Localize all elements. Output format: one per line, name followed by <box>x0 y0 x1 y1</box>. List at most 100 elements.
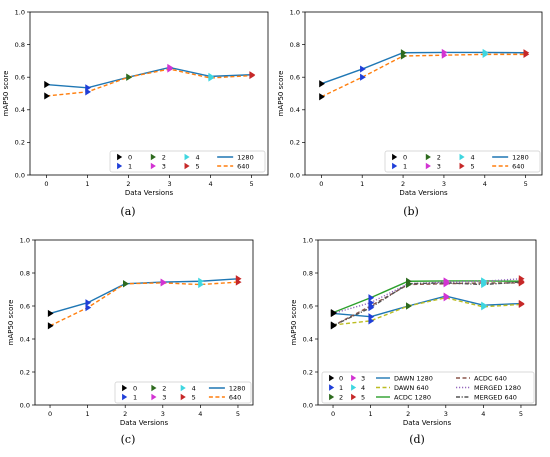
legend-label: 4 <box>192 384 196 392</box>
legend-box <box>114 381 252 404</box>
x-axis-label: Data Versions <box>125 189 174 197</box>
legend-marker-0 <box>122 384 128 392</box>
x-tick-label: 5 <box>524 180 528 188</box>
y-tick-label: 0.0 <box>303 401 313 409</box>
legend-label: 1 <box>403 162 407 170</box>
marker-version-4 <box>481 303 487 311</box>
marker-version-1 <box>85 299 92 307</box>
plot-area-frame <box>304 11 543 176</box>
y-tick-label: 0.8 <box>290 41 300 49</box>
legend-box <box>384 150 541 173</box>
y-tick-label: 0.2 <box>15 139 25 147</box>
y-tick-label: 0.6 <box>303 302 313 310</box>
marker-version-1 <box>85 304 92 312</box>
x-tick-label: 4 <box>198 410 202 418</box>
legend-label: 0 <box>133 384 137 392</box>
y-tick-label: 0.8 <box>15 41 25 49</box>
marker-version-1 <box>85 88 92 96</box>
legend-label: 1280 <box>512 153 529 161</box>
marker-version-3 <box>441 51 448 59</box>
legend-label: DAWN 1280 <box>394 374 433 382</box>
y-tick-label: 1.0 <box>20 236 30 244</box>
marker-version-0 <box>330 309 337 318</box>
y-tick-label: 0.8 <box>20 269 30 277</box>
y-axis-label: mAP50 score <box>7 300 15 346</box>
legend-label: 4 <box>361 384 365 392</box>
legend-label: 640 <box>237 162 249 170</box>
x-tick-label: 3 <box>161 410 165 418</box>
legend-label: 640 <box>229 393 241 401</box>
legend-label: 3 <box>437 162 441 170</box>
legend-label: 640 <box>512 162 524 170</box>
legend-label: ACDC 1280 <box>394 393 431 401</box>
marker-version-2 <box>126 73 133 81</box>
y-tick-label: 0.6 <box>20 302 30 310</box>
x-tick-label: 2 <box>401 180 405 188</box>
x-tick-label: 1 <box>369 410 373 418</box>
legend-label: 4 <box>470 153 474 161</box>
x-tick-label: 1 <box>86 410 90 418</box>
marker-version-5 <box>518 300 525 308</box>
series-line-1 <box>321 51 526 85</box>
x-tick-label: 4 <box>483 180 487 188</box>
series-line-2 <box>46 68 252 97</box>
legend-marker-0 <box>117 153 123 161</box>
x-tick-label: 2 <box>406 410 410 418</box>
marker-version-0 <box>44 80 51 89</box>
legend-label: 1 <box>128 162 132 170</box>
marker-version-1 <box>368 299 375 307</box>
x-tick-label: 5 <box>250 180 254 188</box>
y-tick-label: 0.6 <box>15 74 25 82</box>
series-line-3 <box>332 280 521 314</box>
legend-label: 5 <box>470 162 474 170</box>
series-line-1 <box>332 295 521 318</box>
y-tick-label: 0.0 <box>290 171 300 179</box>
x-axis-label: Data Versions <box>399 189 448 197</box>
legend-marker-4 <box>184 153 190 161</box>
marker-version-5 <box>235 278 242 286</box>
y-axis-label: mAP50 score <box>277 71 285 117</box>
marker-version-0 <box>44 92 51 100</box>
marker-version-1 <box>360 65 366 73</box>
y-tick-label: 0.2 <box>303 368 313 376</box>
legend-marker-0 <box>329 374 335 382</box>
panel-label: (d) <box>409 433 425 446</box>
plot-area-frame <box>29 11 269 176</box>
legend-marker-3 <box>425 162 431 170</box>
legend-label: 0 <box>128 153 132 161</box>
legend-label: 1 <box>339 384 343 392</box>
plot-area-frame <box>317 239 537 406</box>
x-axis-label: Data Versions <box>403 419 452 427</box>
x-tick-label: 2 <box>126 180 130 188</box>
marker-version-2 <box>406 302 412 310</box>
legend-box <box>321 371 535 404</box>
legend-label: 1280 <box>237 153 254 161</box>
series-line-2 <box>321 53 526 98</box>
legend-marker-4 <box>351 384 357 391</box>
legend-box <box>109 150 266 173</box>
legend-label: DAWN 640 <box>394 384 429 392</box>
legend-label: 1280 <box>229 384 246 392</box>
legend-label: 3 <box>162 393 166 401</box>
marker-version-3 <box>160 279 167 287</box>
marker-version-4 <box>198 280 204 289</box>
x-tick-label: 2 <box>123 410 127 418</box>
y-tick-label: 0.6 <box>290 74 300 82</box>
x-tick-label: 5 <box>519 410 523 418</box>
x-tick-label: 0 <box>331 410 335 418</box>
legend-label: 0 <box>403 153 407 161</box>
legend-marker-4 <box>180 384 186 392</box>
legend-label: 2 <box>162 384 166 392</box>
y-tick-label: 0.0 <box>20 401 30 409</box>
marker-version-1 <box>360 73 366 81</box>
legend-marker-5 <box>184 162 190 170</box>
legend-marker-1 <box>117 162 123 170</box>
panel-label: (b) <box>403 205 419 218</box>
marker-version-5 <box>518 278 525 286</box>
y-axis-label: mAP50 score <box>290 300 298 346</box>
